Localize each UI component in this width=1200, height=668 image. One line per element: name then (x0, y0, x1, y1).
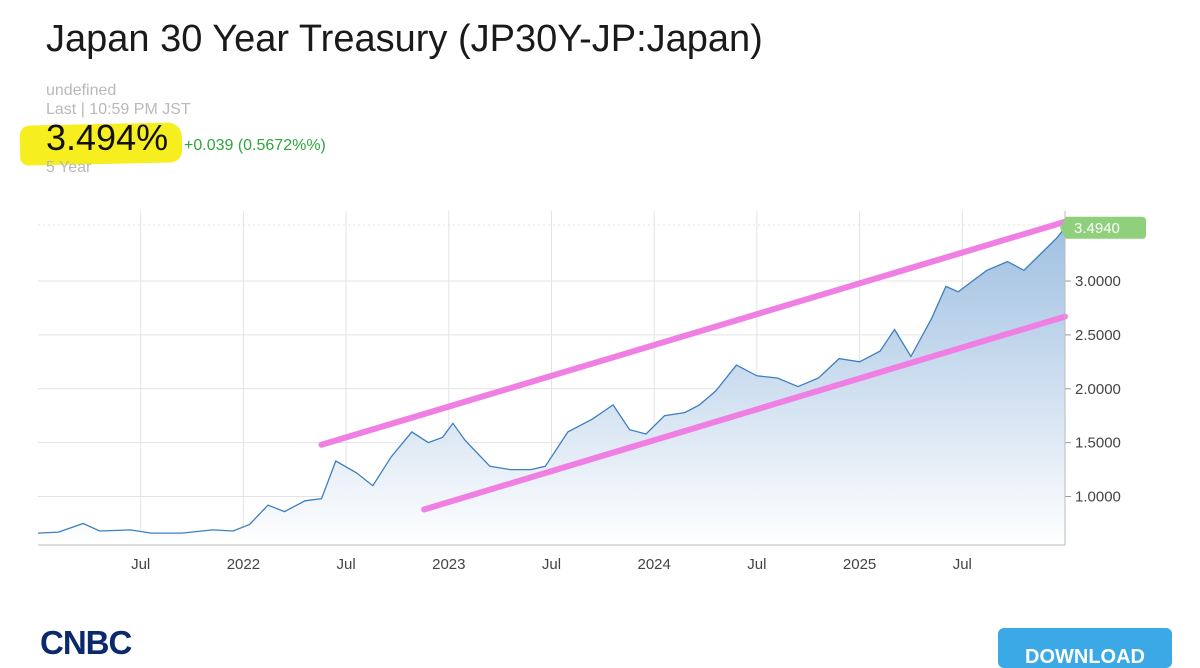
y-tick-label: 1.0000 (1075, 489, 1121, 506)
x-tick-label: Jul (542, 556, 561, 573)
x-tick-label: 2022 (227, 556, 260, 573)
x-tick-label: 2025 (843, 556, 876, 573)
range-label: 5 Year (46, 159, 92, 176)
last-value-label: 3.4940 (1074, 220, 1120, 237)
x-tick-label: Jul (747, 556, 766, 573)
download-button[interactable]: DOWNLOAD (998, 628, 1172, 668)
y-tick-label: 2.0000 (1075, 381, 1121, 398)
x-tick-label: Jul (131, 556, 150, 573)
last-value-badge (1060, 216, 1146, 239)
x-tick-label: Jul (953, 556, 972, 573)
lower-trend-line (421, 313, 1068, 513)
page-title: Japan 30 Year Treasury (JP30Y-JP:Japan) (46, 18, 763, 60)
x-tick-label: 2024 (638, 556, 671, 573)
last-trade-time: Last | 10:59 PM JST (46, 101, 191, 118)
price-chart[interactable]: 1.0000 1.5000 2.0000 2.5000 3.0000 Jul 2022 Jul… (0, 195, 1200, 590)
series-line (37, 227, 1066, 534)
y-tick-label: 3.0000 (1075, 273, 1121, 290)
price-change: +0.039 (0.5672%%) (184, 137, 326, 154)
y-tick-label: 2.5000 (1075, 327, 1121, 344)
y-tick-label: 1.5000 (1075, 435, 1121, 452)
cnbc-logo: CNBC (40, 624, 132, 661)
upper-trend-line (318, 218, 1068, 448)
series-area (38, 227, 1065, 546)
x-tick-label: Jul (337, 556, 356, 573)
x-tick-label: 2023 (432, 556, 465, 573)
last-price: 3.494% (46, 117, 169, 158)
undefined-label: undefined (46, 82, 117, 99)
